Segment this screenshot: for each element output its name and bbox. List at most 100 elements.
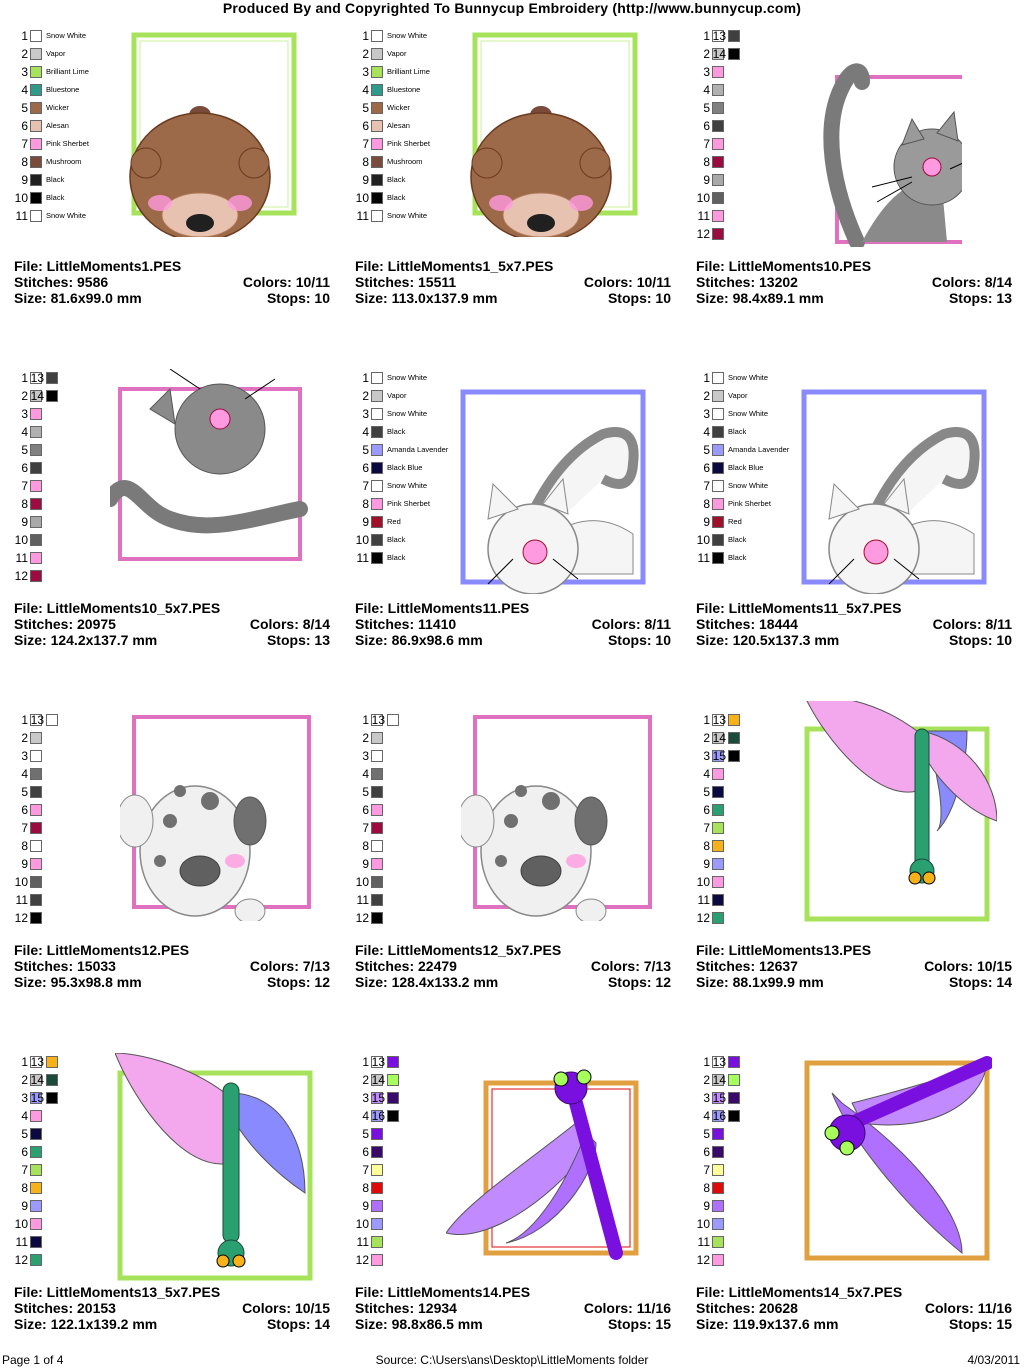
palette-number: 7 xyxy=(21,1163,28,1177)
palette-row: 3 xyxy=(355,747,387,765)
palette-number: 15 xyxy=(371,1091,385,1105)
design-size: 122.1x139.2 mm xyxy=(50,1316,158,1332)
palette-row: 4 xyxy=(696,81,728,99)
embroidery-preview xyxy=(453,384,653,599)
design-size: 95.3x98.8 mm xyxy=(50,974,142,990)
palette-row-extra: 14 xyxy=(369,1071,399,1089)
palette-row: 10 xyxy=(355,1215,387,1233)
thread-swatch xyxy=(371,1092,383,1104)
palette-row: 8 xyxy=(355,1179,387,1197)
palette-number: 4 xyxy=(703,1109,710,1123)
palette-row: 11 Black xyxy=(696,549,747,567)
palette-row: 1 xyxy=(14,1053,46,1071)
stitches-line: Stitches: 12637 Colors: 10/15 xyxy=(696,958,1012,974)
palette-number: 8 xyxy=(362,155,369,169)
design-info: File: LittleMoments14.PES Stitches: 12934… xyxy=(355,1284,671,1332)
thread-swatch xyxy=(712,156,724,168)
palette-number: 11 xyxy=(15,209,28,223)
palette-row: 10 Black xyxy=(355,189,406,207)
page-number: Page 1 of 4 xyxy=(2,1353,64,1367)
palette-row-extra: 14 xyxy=(710,1071,740,1089)
palette-row: 5 xyxy=(696,783,728,801)
palette-row: 2 Vapor xyxy=(355,387,406,405)
palette-row: 12 xyxy=(14,909,46,927)
palette-number: 11 xyxy=(356,1235,369,1249)
palette-row: 11 xyxy=(696,207,728,225)
stitches-label: Stitches: xyxy=(14,958,74,974)
palette-number: 1 xyxy=(703,371,710,385)
embroidery-preview xyxy=(114,1052,315,1298)
thread-swatch xyxy=(30,462,42,474)
palette-number: 5 xyxy=(21,101,28,115)
thread-swatch xyxy=(30,30,42,42)
thread-swatch xyxy=(30,210,42,222)
design-info: File: LittleMoments14_5x7.PES Stitches: 2… xyxy=(696,1284,1012,1332)
palette-row: 2 xyxy=(14,729,46,747)
size-label: Size: xyxy=(696,632,729,648)
palette-row: 1 xyxy=(355,711,387,729)
palette-number: 11 xyxy=(697,551,710,565)
stitch-count: 11410 xyxy=(418,616,457,632)
thread-swatch xyxy=(712,894,724,906)
palette-row: 5 Wicker xyxy=(355,99,410,117)
palette-number: 7 xyxy=(362,821,369,835)
size-line: Size: 98.4x89.1 mm Stops: 13 xyxy=(696,290,1012,306)
color-count: 10/15 xyxy=(976,958,1012,974)
palette-number: 6 xyxy=(703,119,710,133)
palette-number: 11 xyxy=(15,1235,28,1249)
colors-label: Colors: xyxy=(249,958,299,974)
thread-swatch xyxy=(712,1128,724,1140)
palette-number: 8 xyxy=(21,155,28,169)
thread-swatch xyxy=(712,1164,724,1176)
palette-number: 2 xyxy=(21,731,28,745)
palette-number: 2 xyxy=(703,731,710,745)
thread-swatch xyxy=(30,138,42,150)
stop-count: 12 xyxy=(655,974,671,990)
design-size: 120.5x137.3 mm xyxy=(732,632,840,648)
embroidery-preview xyxy=(762,37,999,252)
size-label: Size: xyxy=(355,974,388,990)
stitch-count: 12637 xyxy=(759,958,798,974)
palette-number: 13 xyxy=(371,1055,385,1069)
palette-number: 10 xyxy=(696,191,710,205)
palette-number: 9 xyxy=(21,857,28,871)
palette-number: 14 xyxy=(30,389,44,403)
file-label: File: xyxy=(696,1284,725,1300)
palette-row: 2 xyxy=(696,729,728,747)
thread-swatch xyxy=(30,1056,42,1068)
thread-name: Wicker xyxy=(46,103,69,112)
stitches-line: Stitches: 20628 Colors: 11/16 xyxy=(696,1300,1012,1316)
palette-number: 8 xyxy=(362,1181,369,1195)
thread-name: Bluestone xyxy=(387,85,421,94)
thread-swatch xyxy=(712,840,724,852)
palette-row: 8 Pink Sherbet xyxy=(355,495,430,513)
palette-number: 7 xyxy=(703,821,710,835)
palette-row: 5 xyxy=(14,783,46,801)
palette-row: 6 xyxy=(696,801,728,819)
palette-number: 13 xyxy=(30,371,44,385)
palette-number: 1 xyxy=(21,29,28,43)
palette-number: 9 xyxy=(703,1199,710,1213)
thread-swatch xyxy=(371,1254,383,1266)
stitch-count: 15511 xyxy=(418,274,457,290)
thread-name: Bluestone xyxy=(46,85,80,94)
palette-number: 8 xyxy=(703,1181,710,1195)
palette-number: 4 xyxy=(703,767,710,781)
palette-number: 7 xyxy=(362,137,369,151)
thread-name: Snow White xyxy=(46,211,87,220)
palette-row: 1 xyxy=(14,369,46,387)
file-label: File: xyxy=(696,600,725,616)
source-path: Source: C:\Users\ans\Desktop\LittleMomen… xyxy=(375,1353,649,1367)
palette-row: 5 xyxy=(355,1125,387,1143)
palette-row: 3 xyxy=(14,747,46,765)
thread-swatch xyxy=(728,714,740,726)
thread-name: Black xyxy=(728,427,747,436)
stop-count: 14 xyxy=(996,974,1012,990)
palette-row: 7 Snow White xyxy=(355,477,427,495)
palette-row: 11 xyxy=(14,549,46,567)
thread-swatch xyxy=(371,372,383,384)
palette-row-extra: 14 xyxy=(28,387,58,405)
thread-swatch xyxy=(712,480,724,492)
palette-row-extra: 15 xyxy=(710,1089,740,1107)
palette-row: 8 xyxy=(14,837,46,855)
